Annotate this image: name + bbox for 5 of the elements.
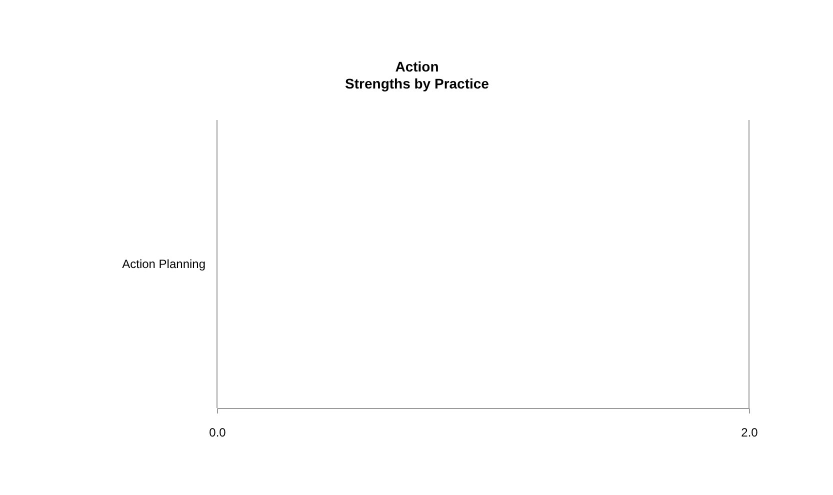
- chart-title: Action: [395, 58, 439, 74]
- chart-subtitle: Strengths by Practice: [345, 76, 490, 92]
- y-tick-label: Action Planning: [122, 257, 206, 271]
- x-tick-label: 0.0: [209, 426, 226, 440]
- x-tick-label: 2.0: [741, 426, 758, 440]
